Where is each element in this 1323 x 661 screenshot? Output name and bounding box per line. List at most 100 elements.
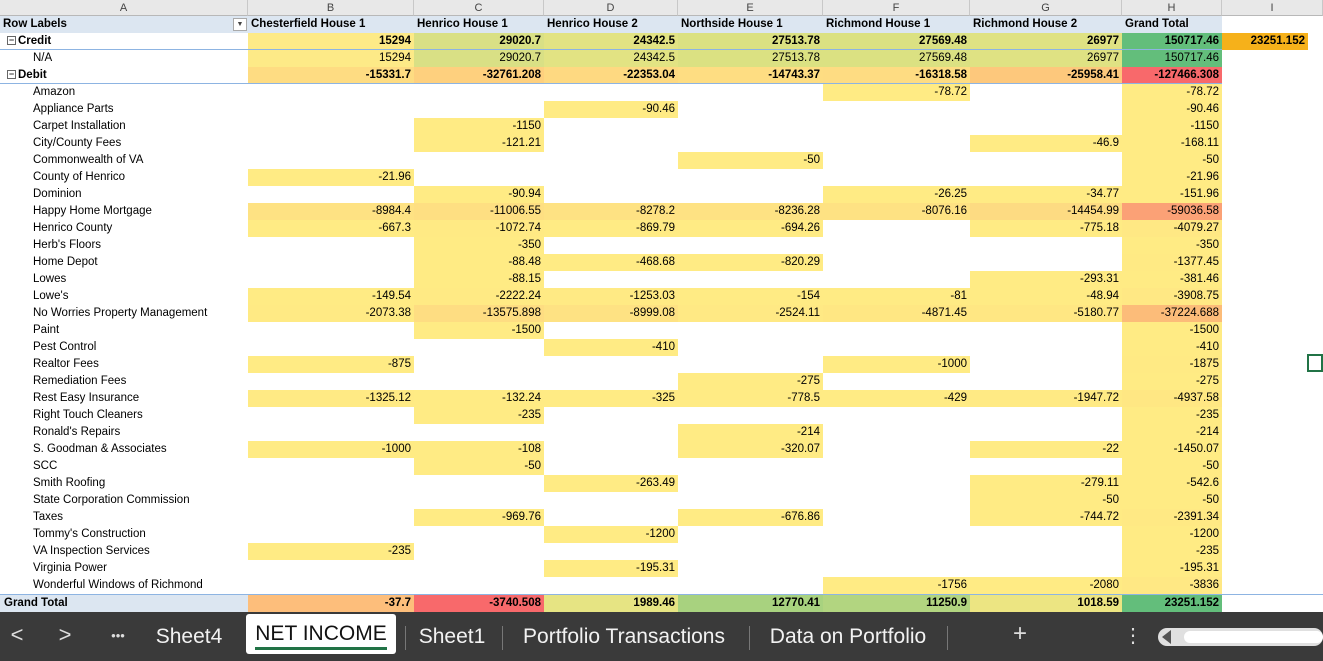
value-cell[interactable]: -969.76: [414, 509, 544, 526]
value-cell[interactable]: -410: [544, 339, 678, 356]
value-cell[interactable]: -1072.74: [414, 220, 544, 237]
value-cell[interactable]: 15294: [248, 33, 414, 50]
value-cell[interactable]: [678, 560, 823, 577]
value-cell[interactable]: [544, 373, 678, 390]
value-cell[interactable]: -235: [414, 407, 544, 424]
value-cell[interactable]: [544, 84, 678, 101]
value-cell[interactable]: [823, 237, 970, 254]
value-cell[interactable]: [248, 118, 414, 135]
row-label-cell[interactable]: Right Touch Cleaners: [0, 407, 248, 424]
value-cell[interactable]: -293.31: [970, 271, 1122, 288]
value-cell[interactable]: [544, 407, 678, 424]
value-cell[interactable]: [248, 237, 414, 254]
value-cell[interactable]: -154: [678, 288, 823, 305]
value-cell[interactable]: -875: [248, 356, 414, 373]
value-cell[interactable]: -410: [1122, 339, 1222, 356]
column-header-g[interactable]: G: [970, 0, 1122, 16]
value-cell[interactable]: 26977: [970, 33, 1122, 50]
value-cell[interactable]: -1253.03: [544, 288, 678, 305]
value-cell[interactable]: -90.46: [544, 101, 678, 118]
value-cell[interactable]: -37224.688: [1122, 305, 1222, 322]
value-cell[interactable]: -2080: [970, 577, 1122, 594]
value-cell[interactable]: [544, 509, 678, 526]
row-label-cell[interactable]: Happy Home Mortgage: [0, 203, 248, 220]
value-cell[interactable]: -235: [1122, 407, 1222, 424]
value-cell[interactable]: [248, 254, 414, 271]
value-cell[interactable]: -8984.4: [248, 203, 414, 220]
scrollbar-thumb[interactable]: [1184, 631, 1323, 643]
value-cell[interactable]: [970, 237, 1122, 254]
column-header-h[interactable]: H: [1122, 0, 1222, 16]
row-label-cell[interactable]: S. Goodman & Associates: [0, 441, 248, 458]
value-cell[interactable]: -11006.55: [414, 203, 544, 220]
value-cell[interactable]: -50: [1122, 152, 1222, 169]
value-cell[interactable]: -1500: [414, 322, 544, 339]
value-cell[interactable]: [823, 220, 970, 237]
value-cell[interactable]: [970, 543, 1122, 560]
value-cell[interactable]: -50: [678, 152, 823, 169]
value-cell[interactable]: [414, 373, 544, 390]
value-cell[interactable]: -81: [823, 288, 970, 305]
value-cell[interactable]: -235: [1122, 543, 1222, 560]
value-cell[interactable]: [823, 254, 970, 271]
value-cell[interactable]: [823, 169, 970, 186]
value-cell[interactable]: [678, 169, 823, 186]
value-cell[interactable]: [248, 509, 414, 526]
value-cell[interactable]: 15294: [248, 50, 414, 67]
value-cell[interactable]: -778.5: [678, 390, 823, 407]
value-cell[interactable]: -1450.07: [1122, 441, 1222, 458]
collapse-minus-icon[interactable]: −: [7, 69, 16, 79]
value-cell[interactable]: -149.54: [248, 288, 414, 305]
value-cell[interactable]: -21.96: [1122, 169, 1222, 186]
value-cell[interactable]: [248, 322, 414, 339]
value-cell[interactable]: -325: [544, 390, 678, 407]
value-cell[interactable]: [970, 407, 1122, 424]
value-cell[interactable]: 29020.7: [414, 50, 544, 67]
value-cell[interactable]: -16318.58: [823, 67, 970, 84]
value-cell[interactable]: -3908.75: [1122, 288, 1222, 305]
value-cell[interactable]: -22: [970, 441, 1122, 458]
value-cell[interactable]: [544, 356, 678, 373]
value-cell[interactable]: -1500: [1122, 322, 1222, 339]
row-label-cell[interactable]: Tommy's Construction: [0, 526, 248, 543]
row-label-cell[interactable]: Appliance Parts: [0, 101, 248, 118]
more-sheets-button[interactable]: •••: [111, 628, 125, 643]
value-cell[interactable]: [823, 101, 970, 118]
column-header-f[interactable]: F: [823, 0, 970, 16]
value-cell[interactable]: [544, 543, 678, 560]
value-cell[interactable]: [544, 237, 678, 254]
value-cell[interactable]: -1000: [823, 356, 970, 373]
value-cell[interactable]: 1018.59: [970, 595, 1122, 612]
value-cell[interactable]: -214: [678, 424, 823, 441]
value-cell[interactable]: -21.96: [248, 169, 414, 186]
value-cell[interactable]: [414, 101, 544, 118]
value-cell[interactable]: [248, 152, 414, 169]
sheet-tab-portfolio-transactions[interactable]: Portfolio Transactions: [505, 618, 743, 656]
value-cell[interactable]: [678, 237, 823, 254]
value-cell[interactable]: -195.31: [544, 560, 678, 577]
sheet-tab-net-income[interactable]: NET INCOME: [246, 614, 396, 654]
value-cell[interactable]: [248, 84, 414, 101]
value-cell[interactable]: -676.86: [678, 509, 823, 526]
value-cell[interactable]: -90.94: [414, 186, 544, 203]
row-label-cell[interactable]: Home Depot: [0, 254, 248, 271]
value-cell[interactable]: -820.29: [678, 254, 823, 271]
value-cell[interactable]: [414, 526, 544, 543]
value-cell[interactable]: 23251.152: [1122, 595, 1222, 612]
value-cell[interactable]: [823, 492, 970, 509]
value-cell[interactable]: [544, 441, 678, 458]
value-cell[interactable]: 26977: [970, 50, 1122, 67]
value-cell[interactable]: -1325.12: [248, 390, 414, 407]
value-cell[interactable]: 29020.7: [414, 33, 544, 50]
row-label-cell[interactable]: State Corporation Commission: [0, 492, 248, 509]
value-cell[interactable]: -22353.04: [544, 67, 678, 84]
value-cell[interactable]: -468.68: [544, 254, 678, 271]
value-cell[interactable]: -2391.34: [1122, 509, 1222, 526]
value-cell[interactable]: [544, 271, 678, 288]
value-cell[interactable]: [970, 169, 1122, 186]
value-cell[interactable]: [678, 339, 823, 356]
value-cell[interactable]: [248, 101, 414, 118]
value-cell[interactable]: -1377.45: [1122, 254, 1222, 271]
value-cell[interactable]: -1200: [544, 526, 678, 543]
value-cell[interactable]: [823, 271, 970, 288]
